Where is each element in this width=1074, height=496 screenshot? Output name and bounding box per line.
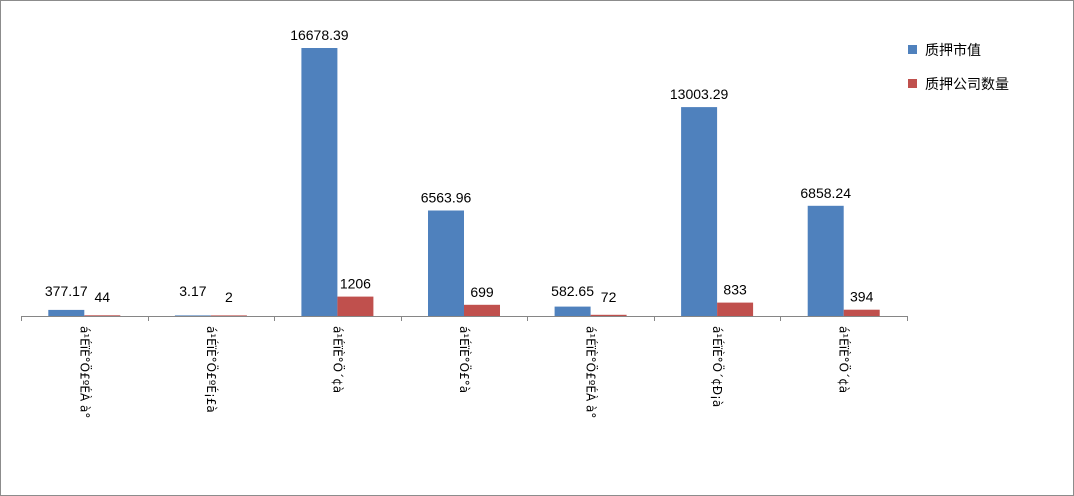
- bar-market-value: [428, 210, 464, 316]
- bar-company-count: [210, 315, 247, 316]
- x-tick-label: á¹ÉïÈ°Ö£ºÉ¡£à: [204, 326, 220, 413]
- bar-company-count: [464, 304, 500, 316]
- bar-group: [48, 48, 880, 316]
- data-label-market-value: 6563.96: [421, 190, 472, 206]
- x-tick-label: á¹ÉïÈ°Ö£ºÉÀ à°: [77, 326, 93, 418]
- data-label-company-count: 394: [850, 289, 874, 305]
- data-label-market-value: 6858.24: [800, 185, 851, 201]
- legend-swatch-market-value: [908, 45, 917, 54]
- data-label-market-value: 377.17: [45, 283, 88, 299]
- bar-company-count: [590, 314, 627, 316]
- legend-item-market-value: 质押市值: [908, 42, 981, 59]
- data-label-company-count: 1206: [340, 276, 371, 292]
- data-label-company-count: 44: [95, 289, 111, 305]
- x-tick-label: á¹ÉïÈ°Ö´¢à: [837, 326, 853, 393]
- data-label-market-value: 582.65: [551, 283, 594, 299]
- legend-label-market-value: 质押市值: [925, 42, 981, 59]
- data-label-company-count: 833: [723, 282, 747, 298]
- x-tick-label: á¹ÉïÈ°Ö£°à: [457, 326, 473, 393]
- bar-company-count: [337, 296, 374, 316]
- legend-label-company-count: 质押公司数量: [925, 77, 1009, 93]
- bar-company-count: [717, 302, 754, 316]
- bar-market-value: [554, 306, 591, 316]
- data-label-company-count: 2: [225, 289, 233, 305]
- legend: 质押市值 质押公司数量: [908, 42, 1009, 93]
- legend-swatch-company-count: [908, 79, 917, 88]
- x-tick-label-group: á¹ÉïÈ°Ö£ºÉÀ à° á¹ÉïÈ°Ö£ºÉ¡£à á¹ÉïÈ°Ö´¢à á¹É…: [77, 326, 852, 418]
- bar-market-value: [681, 107, 718, 316]
- data-label-company-count: 72: [601, 289, 617, 305]
- data-label-market-value: 16678.39: [290, 27, 349, 43]
- bar-market-value: [301, 48, 338, 316]
- x-axis: [21, 316, 908, 321]
- bar-market-value: [174, 315, 211, 316]
- data-label-market-value: 13003.29: [670, 86, 729, 102]
- x-tick-label: á¹ÉïÈ°Ö´¢Ð¡à: [710, 326, 726, 407]
- x-tick-label: á¹ÉïÈ°Ö´¢à: [330, 326, 346, 393]
- bar-market-value: [807, 205, 844, 316]
- bar-company-count: [843, 309, 880, 316]
- data-label-company-count: 699: [470, 284, 494, 300]
- data-label-market-value: 3.17: [179, 283, 206, 299]
- bar-company-count: [84, 315, 121, 316]
- data-label-group: 377.17 44 3.17 2 16678.39 1206 6563.96 699 582.6…: [45, 27, 874, 305]
- legend-item-company-count: 质押公司数量: [908, 77, 1009, 93]
- x-tick-label: á¹ÉïÈ°Ö£ºÉÀ à°: [584, 326, 600, 418]
- bar-market-value: [48, 309, 85, 316]
